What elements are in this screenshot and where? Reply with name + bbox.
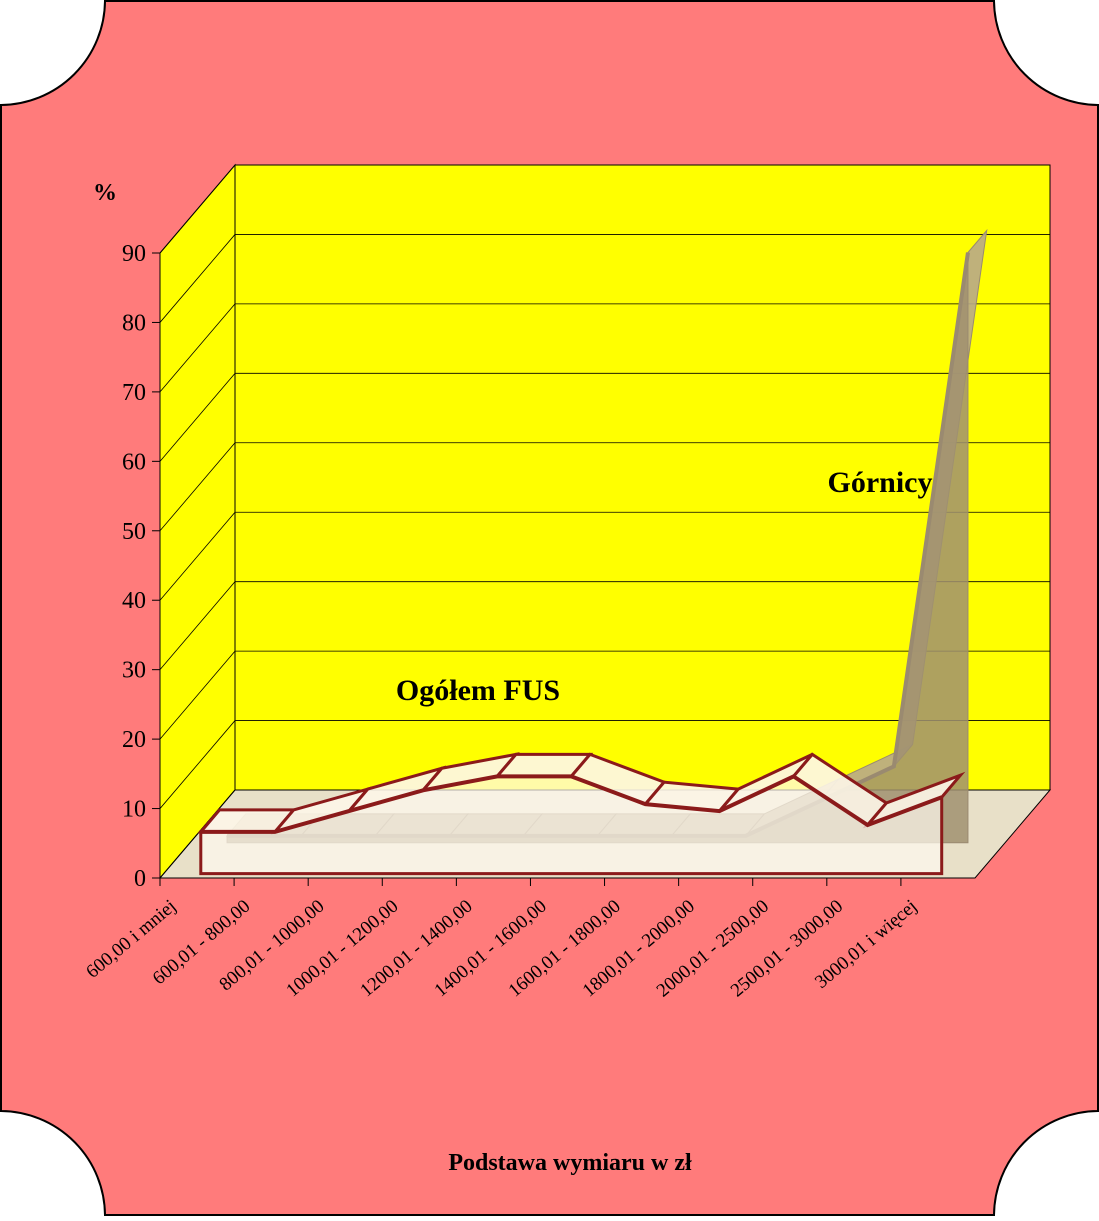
y-tick-label: 90 <box>122 241 146 267</box>
y-axis-label: % <box>93 180 117 206</box>
series-annotation: Ogółem FUS <box>396 674 560 707</box>
grid-line <box>159 303 236 393</box>
grid-line <box>159 581 236 670</box>
y-tick-label: 0 <box>134 866 146 892</box>
grid-line <box>159 511 236 601</box>
grid-line <box>159 442 236 532</box>
grid-line <box>159 373 236 462</box>
y-tick-label: 30 <box>122 658 146 684</box>
y-tick-label: 70 <box>122 380 146 406</box>
grid-line <box>159 720 236 809</box>
side-wall <box>159 163 236 880</box>
y-tick-label: 20 <box>122 727 146 753</box>
y-tick-label: 80 <box>122 310 146 336</box>
grid-line <box>159 650 236 740</box>
grid-line <box>159 164 236 254</box>
y-tick-label: 50 <box>122 519 146 545</box>
x-axis-label: Podstawa wymiaru w zł <box>448 1150 692 1176</box>
series-line <box>200 774 943 834</box>
y-tick-label: 10 <box>122 797 146 823</box>
y-tick-label: 60 <box>122 449 146 475</box>
y-tick-label: 40 <box>122 588 146 614</box>
grid-line <box>159 234 236 323</box>
grid-line <box>159 789 236 879</box>
series-annotation: Górnicy <box>828 466 933 499</box>
